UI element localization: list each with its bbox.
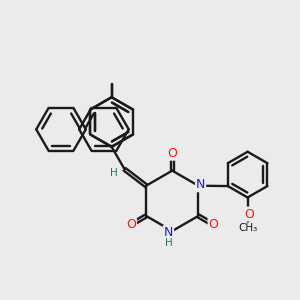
Text: N: N — [164, 226, 173, 239]
Text: O: O — [244, 208, 254, 220]
Text: O: O — [167, 147, 177, 160]
Text: H: H — [164, 238, 172, 248]
Text: CH₃: CH₃ — [238, 223, 257, 233]
Text: O: O — [126, 218, 136, 231]
Text: H: H — [110, 167, 117, 178]
Text: N: N — [196, 178, 205, 191]
Text: O: O — [208, 218, 218, 231]
